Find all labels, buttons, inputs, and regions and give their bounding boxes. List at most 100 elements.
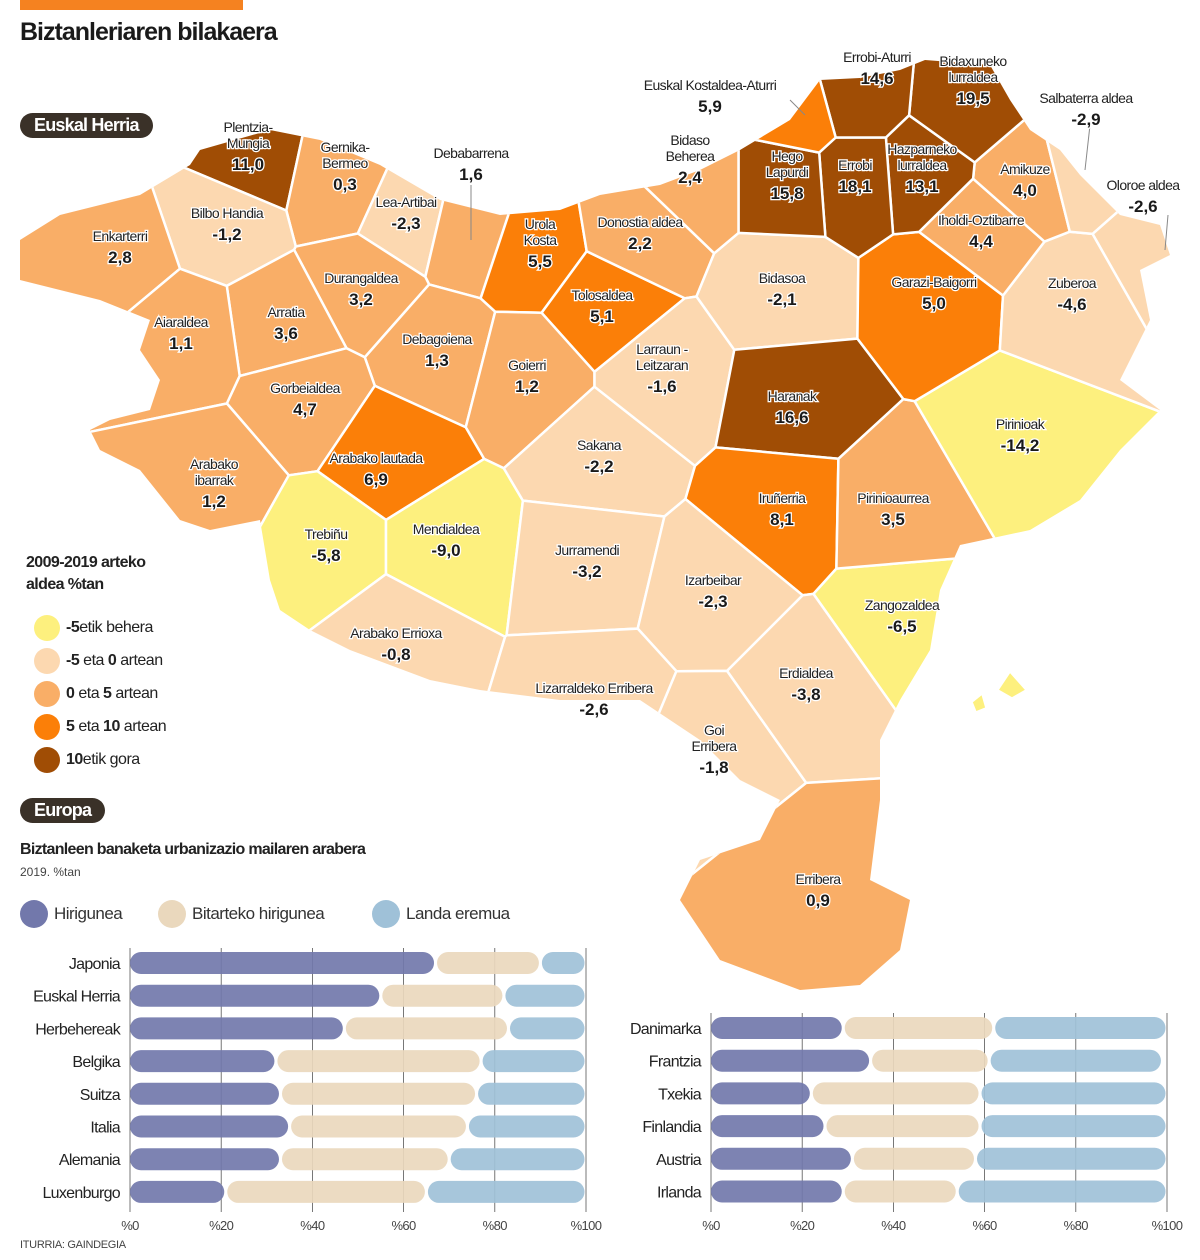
legend-swatch	[158, 900, 186, 928]
legend-swatch	[34, 681, 60, 707]
region-label: Bidaxuneko lurraldea 19,5	[938, 52, 1009, 110]
region-name: Haranak	[768, 388, 818, 404]
region-value: 1,6	[459, 165, 483, 184]
region-label: Urola Kosta 5,5	[522, 215, 559, 273]
region-label: Trebiñu -5,8	[303, 525, 349, 567]
x-tick-label: %40	[300, 1218, 325, 1233]
region-name: Hazparneko lurraldea	[887, 141, 957, 173]
region-value: 8,1	[770, 510, 794, 529]
region-label: Gernika-Bermeo 0,3	[319, 138, 372, 196]
category-label: Belgika	[72, 1054, 120, 1071]
region-name: Goierri	[508, 357, 546, 373]
bar-segment-landa-eremua	[478, 1082, 585, 1105]
region-label: Hego Lapurdi 15,8	[764, 147, 810, 205]
region-label: Iholdi-Oztibarre 4,4	[937, 211, 1027, 253]
region-name: Izarbeibar	[685, 572, 742, 588]
bar-segment-landa-eremua	[981, 1082, 1166, 1105]
region-name: Iruñerria	[759, 490, 807, 506]
leader-line	[1164, 214, 1169, 251]
legend-swatch	[20, 900, 48, 928]
region-label: Jurramendi -3,2	[554, 541, 622, 583]
region-enclave	[996, 670, 1028, 699]
region-value: -1,6	[647, 377, 676, 396]
bar-segment-hirigunea	[711, 1017, 842, 1039]
bar-segment-bitarteko-hirigunea	[844, 1180, 956, 1203]
region-name: Donostia aldea	[598, 214, 684, 230]
region-name: Aiaraldea	[154, 314, 209, 330]
bar-segment-bitarteko-hirigunea	[277, 1050, 480, 1073]
region-value: -3,8	[791, 685, 820, 704]
x-tick-label: %100	[1152, 1218, 1183, 1233]
region-value: -14,2	[1001, 436, 1040, 455]
region-value: 3,6	[274, 324, 298, 343]
region-name: Durangaldea	[324, 270, 398, 286]
region-label: Gorbeialdea 4,7	[269, 379, 343, 421]
region-label: Oloroe aldea -2,6	[1105, 176, 1182, 218]
x-tick-label: %60	[391, 1218, 416, 1233]
legend-item: 10etik gora	[34, 747, 140, 773]
region-name: Enkarterri	[93, 228, 148, 244]
bar-segment-hirigunea	[711, 1147, 851, 1170]
region-label: Salbaterra aldea -2,9	[1038, 89, 1135, 131]
chart-legend-item: Bitarteko hirigunea	[158, 900, 325, 928]
region-value: -3,2	[572, 562, 601, 581]
bar-segment-landa-eremua	[958, 1180, 1166, 1203]
region-area	[536, 773, 1170, 990]
accent-bar	[20, 0, 243, 10]
chart-title: Biztanleen banaketa urbanizazio mailaren…	[20, 841, 366, 858]
region-name: Mendialdea	[413, 521, 480, 537]
bar-segment-hirigunea	[130, 1050, 275, 1073]
leader-line	[789, 99, 806, 116]
region-label: Izarbeibar -2,3	[684, 571, 744, 613]
region-area	[817, 136, 895, 260]
region-value: 4,0	[1013, 181, 1037, 200]
region-value: 4,4	[969, 232, 993, 251]
category-label: Txekia	[658, 1086, 702, 1103]
region-value: 6,9	[364, 470, 388, 489]
region-name: Debabarrena	[433, 145, 509, 161]
region-label: Pirinioaurrea 3,5	[856, 489, 931, 531]
region-label: Debagoiena 1,3	[401, 330, 474, 372]
region-name: Bilbo Handia	[191, 205, 264, 221]
region-value: -4,6	[1057, 295, 1086, 314]
region-label: Arratia 3,6	[266, 303, 307, 345]
bar-segment-bitarteko-hirigunea	[872, 1049, 988, 1072]
region-value: 4,7	[293, 400, 317, 419]
leader-line	[1084, 124, 1091, 171]
chart-panel: %0 %20 %40 %60 %80 %100 Danimarka Frantzia Txeki…	[630, 1013, 1183, 1233]
legend-title-line: aldea %tan	[26, 576, 104, 593]
region-value: 5,5	[528, 252, 552, 271]
legend-label: Landa eremua	[406, 904, 510, 923]
region-value: -2,3	[391, 214, 420, 233]
region-name: Oloroe aldea	[1107, 177, 1181, 193]
region-name: Zangozaldea	[865, 597, 940, 613]
legend-swatch	[34, 615, 60, 641]
legend-label: Bitarteko hirigunea	[192, 904, 325, 923]
region-name: Bidaso Beherea	[666, 132, 716, 164]
region-name: Salbaterra aldea	[1039, 90, 1133, 106]
region-label: Garazi-Baigorri 5,0	[890, 273, 979, 315]
region-value: 1,3	[425, 351, 449, 370]
region-name: Gorbeialdea	[270, 380, 340, 396]
category-label: Austria	[656, 1152, 702, 1169]
region-label: Debabarrena 1,6	[432, 144, 511, 186]
category-label: Frantzia	[649, 1054, 702, 1071]
bar-segment-landa-eremua	[450, 1148, 585, 1171]
x-tick-label: %40	[881, 1218, 906, 1233]
bar-segment-landa-eremua	[509, 1017, 585, 1040]
bar-segment-bitarteko-hirigunea	[281, 1148, 448, 1171]
category-label: Irlanda	[657, 1185, 702, 1202]
page-title: Biztanleriaren bilakaera	[20, 18, 278, 46]
x-tick-label: %80	[483, 1218, 508, 1233]
region-label: Bidaso Beherea 2,4	[664, 131, 717, 189]
region-value: -2,6	[579, 700, 608, 719]
region-name: Plentzia-Mungia	[223, 119, 273, 151]
region-label: Arabako Errioxa -0,8	[349, 624, 444, 666]
bar-segment-bitarteko-hirigunea	[281, 1082, 476, 1105]
region-value: 18,1	[838, 177, 871, 196]
legend-swatch	[34, 714, 60, 740]
bar-segment-hirigunea	[711, 1115, 824, 1138]
region-label: Sakana -2,2	[576, 436, 624, 478]
bar-segment-bitarteko-hirigunea	[345, 1017, 507, 1040]
